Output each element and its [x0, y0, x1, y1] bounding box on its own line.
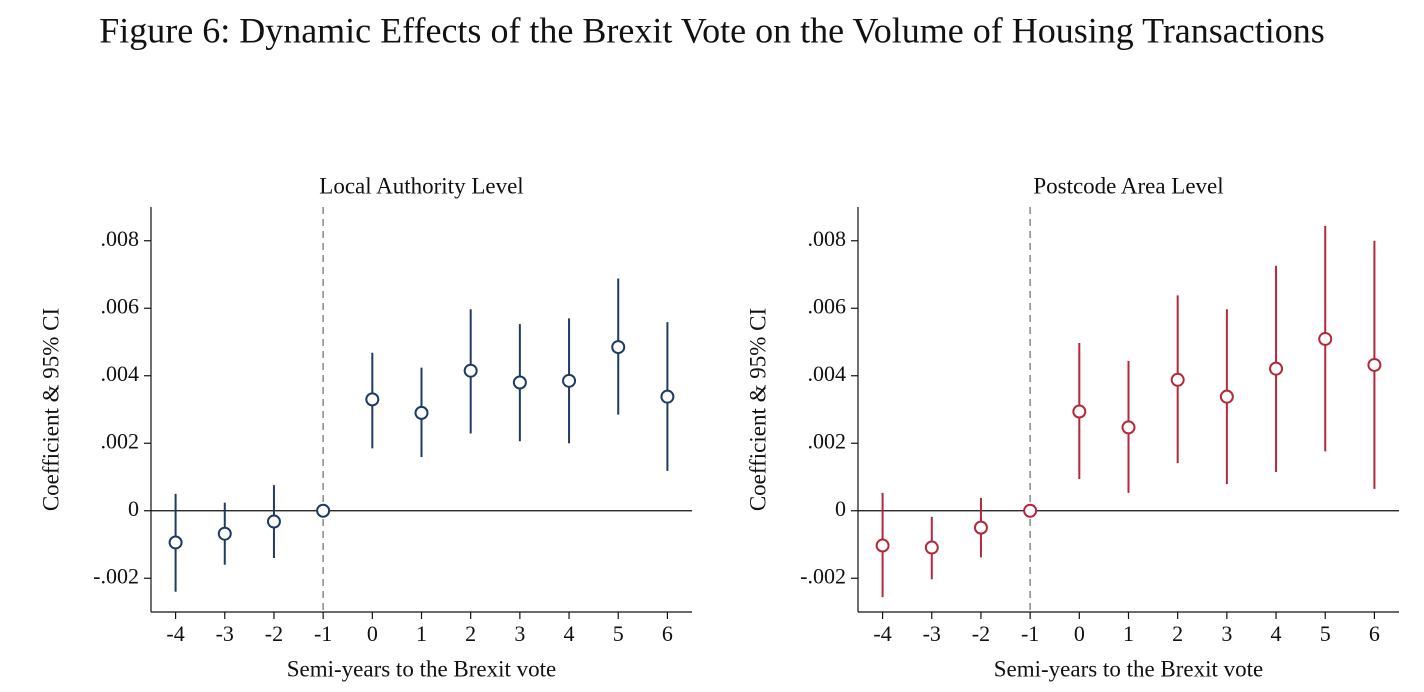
y-tick-label: .006 [101, 293, 140, 318]
point [463, 363, 478, 378]
y-tick-label: -.002 [800, 563, 846, 588]
figure-title: Figure 6: Dynamic Effects of the Brexit … [99, 10, 1325, 50]
x-axis-label: Semi-years to the Brexit vote [994, 656, 1264, 681]
point [1318, 331, 1333, 346]
point [1072, 404, 1087, 419]
x-tick-label: -3 [216, 621, 234, 646]
point [512, 375, 527, 390]
x-tick-label: -4 [873, 621, 891, 646]
panel-title: Postcode Area Level [1033, 173, 1223, 198]
x-tick-label: -1 [314, 621, 332, 646]
x-tick-label: 2 [1172, 621, 1183, 646]
x-tick-label: 5 [613, 621, 624, 646]
x-tick-label: 2 [465, 621, 476, 646]
x-tick-label: 5 [1320, 621, 1331, 646]
point [973, 520, 988, 535]
point [660, 389, 675, 404]
x-tick-label: 3 [514, 621, 525, 646]
point [1121, 420, 1136, 435]
y-axis-label: Coefficient & 95% CI [38, 308, 63, 511]
x-tick-label: -2 [972, 621, 990, 646]
panel-title: Local Authority Level [319, 173, 523, 198]
y-tick-label: .002 [101, 428, 140, 453]
y-axis-label: Coefficient & 95% CI [745, 308, 770, 511]
x-tick-label: -3 [923, 621, 941, 646]
x-tick-label: 6 [662, 621, 673, 646]
y-tick-label: .008 [808, 226, 847, 251]
y-tick-label: .006 [808, 293, 847, 318]
x-tick-label: 4 [564, 621, 575, 646]
x-tick-label: 0 [1074, 621, 1085, 646]
x-tick-label: -1 [1021, 621, 1039, 646]
x-tick-label: 1 [416, 621, 427, 646]
point [316, 503, 331, 518]
point [365, 392, 380, 407]
point [1269, 361, 1284, 376]
y-tick-label: -.002 [93, 563, 139, 588]
x-axis-label: Semi-years to the Brexit vote [287, 656, 557, 681]
point [1170, 372, 1185, 387]
point [875, 538, 890, 553]
x-tick-label: 6 [1369, 621, 1380, 646]
point [562, 373, 577, 388]
x-tick-label: 3 [1221, 621, 1232, 646]
x-tick-label: -2 [265, 621, 283, 646]
y-tick-label: .004 [101, 361, 140, 386]
point [1219, 389, 1234, 404]
y-tick-label: .004 [808, 361, 847, 386]
x-tick-label: 4 [1271, 621, 1282, 646]
y-tick-label: .002 [808, 428, 847, 453]
point [168, 535, 183, 550]
panel: Local Authority Level Semi-years to the B… [38, 173, 692, 681]
point [1367, 357, 1382, 372]
point [414, 405, 429, 420]
x-tick-label: 0 [367, 621, 378, 646]
y-tick-label: 0 [835, 496, 846, 521]
x-tick-label: 1 [1123, 621, 1134, 646]
point [217, 526, 232, 541]
point [611, 340, 626, 355]
panel: Postcode Area Level Semi-years to the Bre… [745, 173, 1399, 681]
x-tick-label: -4 [166, 621, 184, 646]
y-tick-label: .008 [101, 226, 140, 251]
point [924, 540, 939, 555]
y-tick-label: 0 [128, 496, 139, 521]
point [266, 514, 281, 529]
point [1023, 503, 1038, 518]
